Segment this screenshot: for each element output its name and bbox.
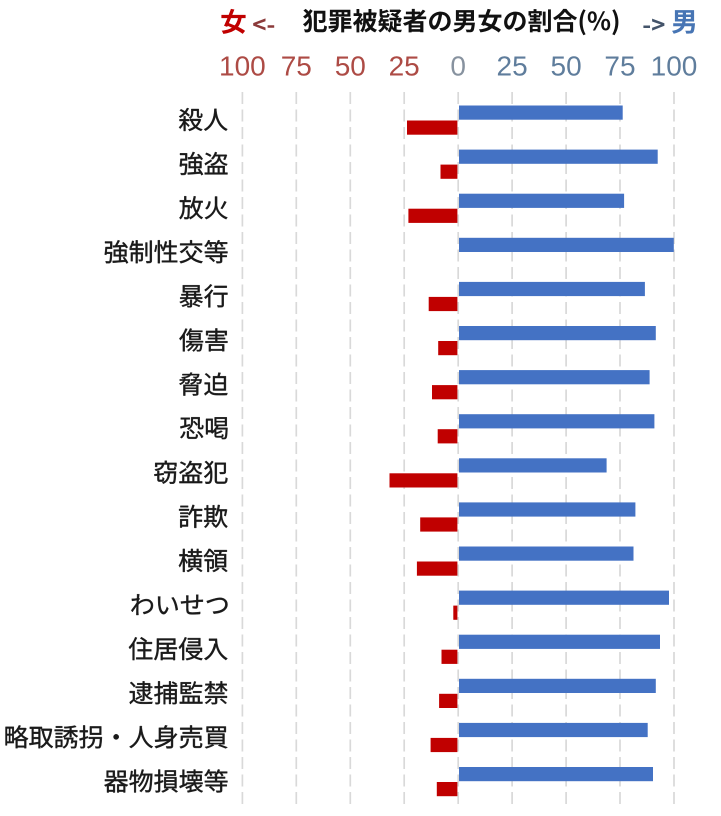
svg-text:100: 100 <box>651 51 698 82</box>
svg-text:50: 50 <box>551 51 582 82</box>
svg-text:0: 0 <box>450 51 466 82</box>
svg-text:50: 50 <box>335 51 366 82</box>
svg-text:75: 75 <box>604 51 635 82</box>
svg-text:25: 25 <box>497 51 528 82</box>
svg-text:75: 75 <box>281 51 312 82</box>
svg-text:25: 25 <box>389 51 420 82</box>
svg-text:100: 100 <box>219 51 266 82</box>
